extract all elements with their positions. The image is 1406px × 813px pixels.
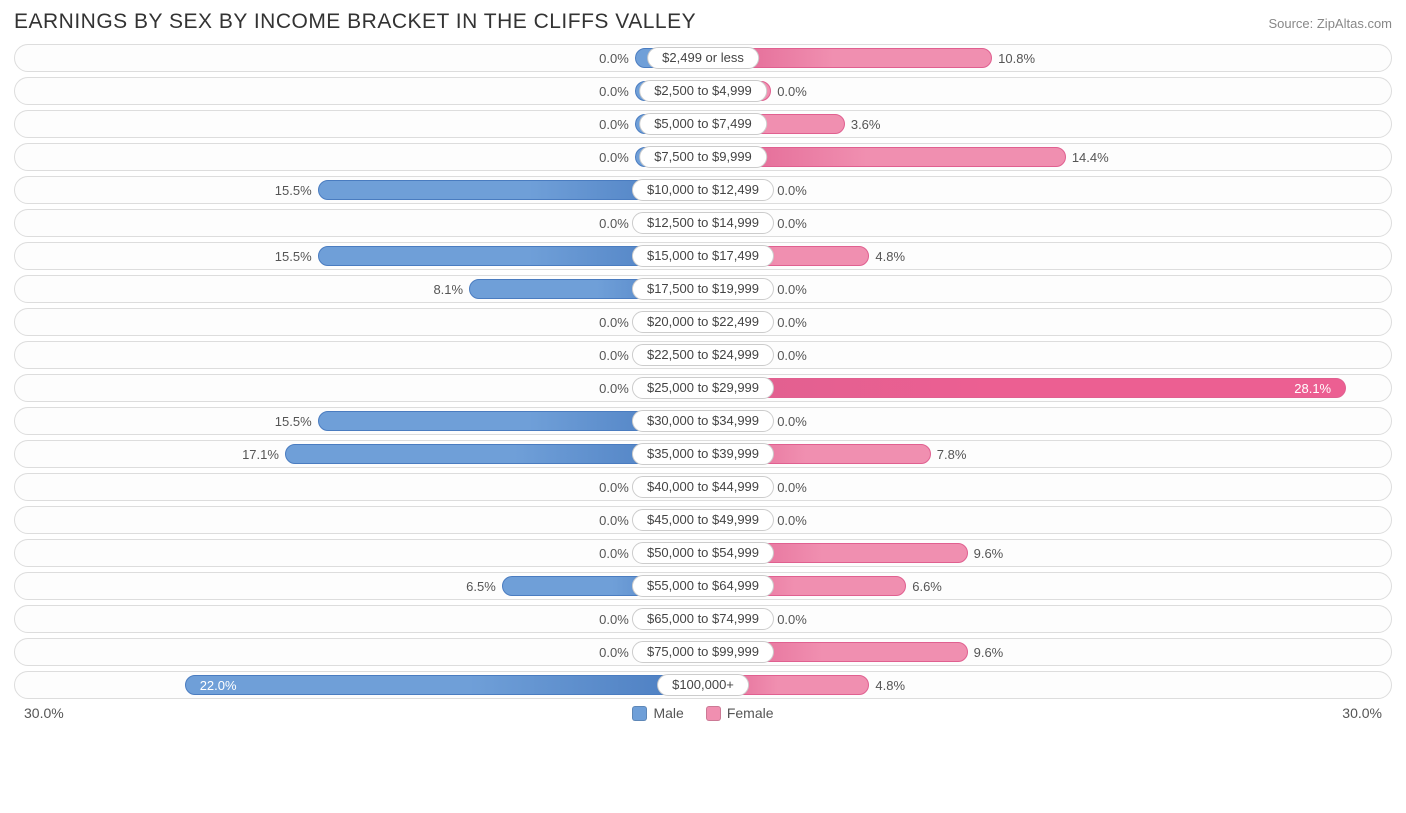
male-value: 0.0% <box>593 216 635 231</box>
category-label: $2,500 to $4,999 <box>639 80 767 102</box>
male-value: 0.0% <box>593 546 635 561</box>
category-label: $22,500 to $24,999 <box>632 344 774 366</box>
category-label: $12,500 to $14,999 <box>632 212 774 234</box>
female-value: 0.0% <box>771 183 813 198</box>
legend: Male Female <box>632 705 773 721</box>
chart-row: 6.5% 6.6% $55,000 to $64,999 <box>14 572 1392 600</box>
male-value: 0.0% <box>593 51 635 66</box>
category-label: $25,000 to $29,999 <box>632 377 774 399</box>
female-value: 0.0% <box>771 480 813 495</box>
category-label: $2,499 or less <box>647 47 759 69</box>
female-value: 9.6% <box>968 645 1010 660</box>
category-label: $35,000 to $39,999 <box>632 443 774 465</box>
male-bar: 22.0% <box>185 675 703 695</box>
chart-row: 8.1% 0.0%$17,500 to $19,999 <box>14 275 1392 303</box>
chart-row: 15.5% 0.0%$10,000 to $12,499 <box>14 176 1392 204</box>
male-value: 0.0% <box>593 645 635 660</box>
chart-title: EARNINGS BY SEX BY INCOME BRACKET IN THE… <box>14 10 696 34</box>
chart-row: 0.0% 0.0% $2,500 to $4,999 <box>14 77 1392 105</box>
male-value: 6.5% <box>460 579 502 594</box>
chart-row: 17.1% 7.8% $35,000 to $39,999 <box>14 440 1392 468</box>
category-label: $50,000 to $54,999 <box>632 542 774 564</box>
chart-footer: 30.0% Male Female 30.0% <box>14 705 1392 721</box>
axis-right-label: 30.0% <box>1342 705 1382 721</box>
female-value: 0.0% <box>771 216 813 231</box>
male-value: 0.0% <box>593 480 635 495</box>
chart-row: 0.0% 0.0%$40,000 to $44,999 <box>14 473 1392 501</box>
female-value: 0.0% <box>771 315 813 330</box>
category-label: $65,000 to $74,999 <box>632 608 774 630</box>
female-value: 3.6% <box>845 117 887 132</box>
legend-male: Male <box>632 705 683 721</box>
category-label: $7,500 to $9,999 <box>639 146 767 168</box>
female-value: 7.8% <box>931 447 973 462</box>
chart-row: 0.0% 0.0%$45,000 to $49,999 <box>14 506 1392 534</box>
male-value: 8.1% <box>427 282 469 297</box>
category-label: $30,000 to $34,999 <box>632 410 774 432</box>
female-value: 0.0% <box>771 513 813 528</box>
chart-row: 0.0% 28.1% $25,000 to $29,999 <box>14 374 1392 402</box>
male-value: 15.5% <box>269 414 318 429</box>
category-label: $45,000 to $49,999 <box>632 509 774 531</box>
female-value: 0.0% <box>771 348 813 363</box>
male-value: 0.0% <box>593 513 635 528</box>
legend-male-label: Male <box>653 705 683 721</box>
male-value: 0.0% <box>593 612 635 627</box>
female-value: 0.0% <box>771 414 813 429</box>
female-value: 14.4% <box>1066 150 1115 165</box>
female-swatch <box>706 706 721 721</box>
male-value: 0.0% <box>593 348 635 363</box>
category-label: $20,000 to $22,499 <box>632 311 774 333</box>
legend-female-label: Female <box>727 705 774 721</box>
category-label: $10,000 to $12,499 <box>632 179 774 201</box>
female-value: 6.6% <box>906 579 948 594</box>
category-label: $100,000+ <box>657 674 749 696</box>
chart-row: 0.0% 9.6% $50,000 to $54,999 <box>14 539 1392 567</box>
chart-row: 0.0% 0.0%$22,500 to $24,999 <box>14 341 1392 369</box>
category-label: $75,000 to $99,999 <box>632 641 774 663</box>
female-value: 10.8% <box>992 51 1041 66</box>
chart-row: 0.0% 0.0%$12,500 to $14,999 <box>14 209 1392 237</box>
axis-left-label: 30.0% <box>24 705 64 721</box>
female-bar: 28.1% <box>703 378 1346 398</box>
category-label: $15,000 to $17,499 <box>632 245 774 267</box>
male-value: 22.0% <box>194 678 243 693</box>
category-label: $55,000 to $64,999 <box>632 575 774 597</box>
category-label: $40,000 to $44,999 <box>632 476 774 498</box>
female-value: 4.8% <box>869 678 911 693</box>
male-value: 0.0% <box>593 150 635 165</box>
chart-row: 0.0% 14.4% $7,500 to $9,999 <box>14 143 1392 171</box>
female-value: 28.1% <box>1288 381 1337 396</box>
male-value: 0.0% <box>593 84 635 99</box>
chart-row: 0.0% 0.0%$65,000 to $74,999 <box>14 605 1392 633</box>
chart-row: 0.0% 9.6% $75,000 to $99,999 <box>14 638 1392 666</box>
male-value: 17.1% <box>236 447 285 462</box>
female-value: 4.8% <box>869 249 911 264</box>
chart-row: 15.5% 0.0%$30,000 to $34,999 <box>14 407 1392 435</box>
diverging-bar-chart: 0.0% 10.8% $2,499 or less 0.0% 0.0% $2,500 to… <box>14 44 1392 699</box>
category-label: $17,500 to $19,999 <box>632 278 774 300</box>
male-value: 0.0% <box>593 117 635 132</box>
chart-header: EARNINGS BY SEX BY INCOME BRACKET IN THE… <box>14 10 1392 34</box>
chart-row: 0.0% 3.6% $5,000 to $7,499 <box>14 110 1392 138</box>
male-value: 0.0% <box>593 315 635 330</box>
chart-row: 0.0% 0.0%$20,000 to $22,499 <box>14 308 1392 336</box>
chart-row: 22.0% 4.8% $100,000+ <box>14 671 1392 699</box>
male-value: 15.5% <box>269 183 318 198</box>
female-value: 0.0% <box>771 612 813 627</box>
legend-female: Female <box>706 705 774 721</box>
female-value: 9.6% <box>968 546 1010 561</box>
female-value: 0.0% <box>771 84 813 99</box>
male-swatch <box>632 706 647 721</box>
category-label: $5,000 to $7,499 <box>639 113 767 135</box>
male-value: 0.0% <box>593 381 635 396</box>
female-value: 0.0% <box>771 282 813 297</box>
chart-source: Source: ZipAltas.com <box>1268 16 1392 31</box>
male-value: 15.5% <box>269 249 318 264</box>
chart-row: 0.0% 10.8% $2,499 or less <box>14 44 1392 72</box>
chart-row: 15.5% 4.8% $15,000 to $17,499 <box>14 242 1392 270</box>
